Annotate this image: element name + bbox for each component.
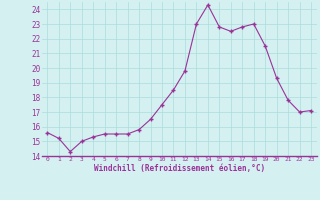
X-axis label: Windchill (Refroidissement éolien,°C): Windchill (Refroidissement éolien,°C) [94,164,265,173]
